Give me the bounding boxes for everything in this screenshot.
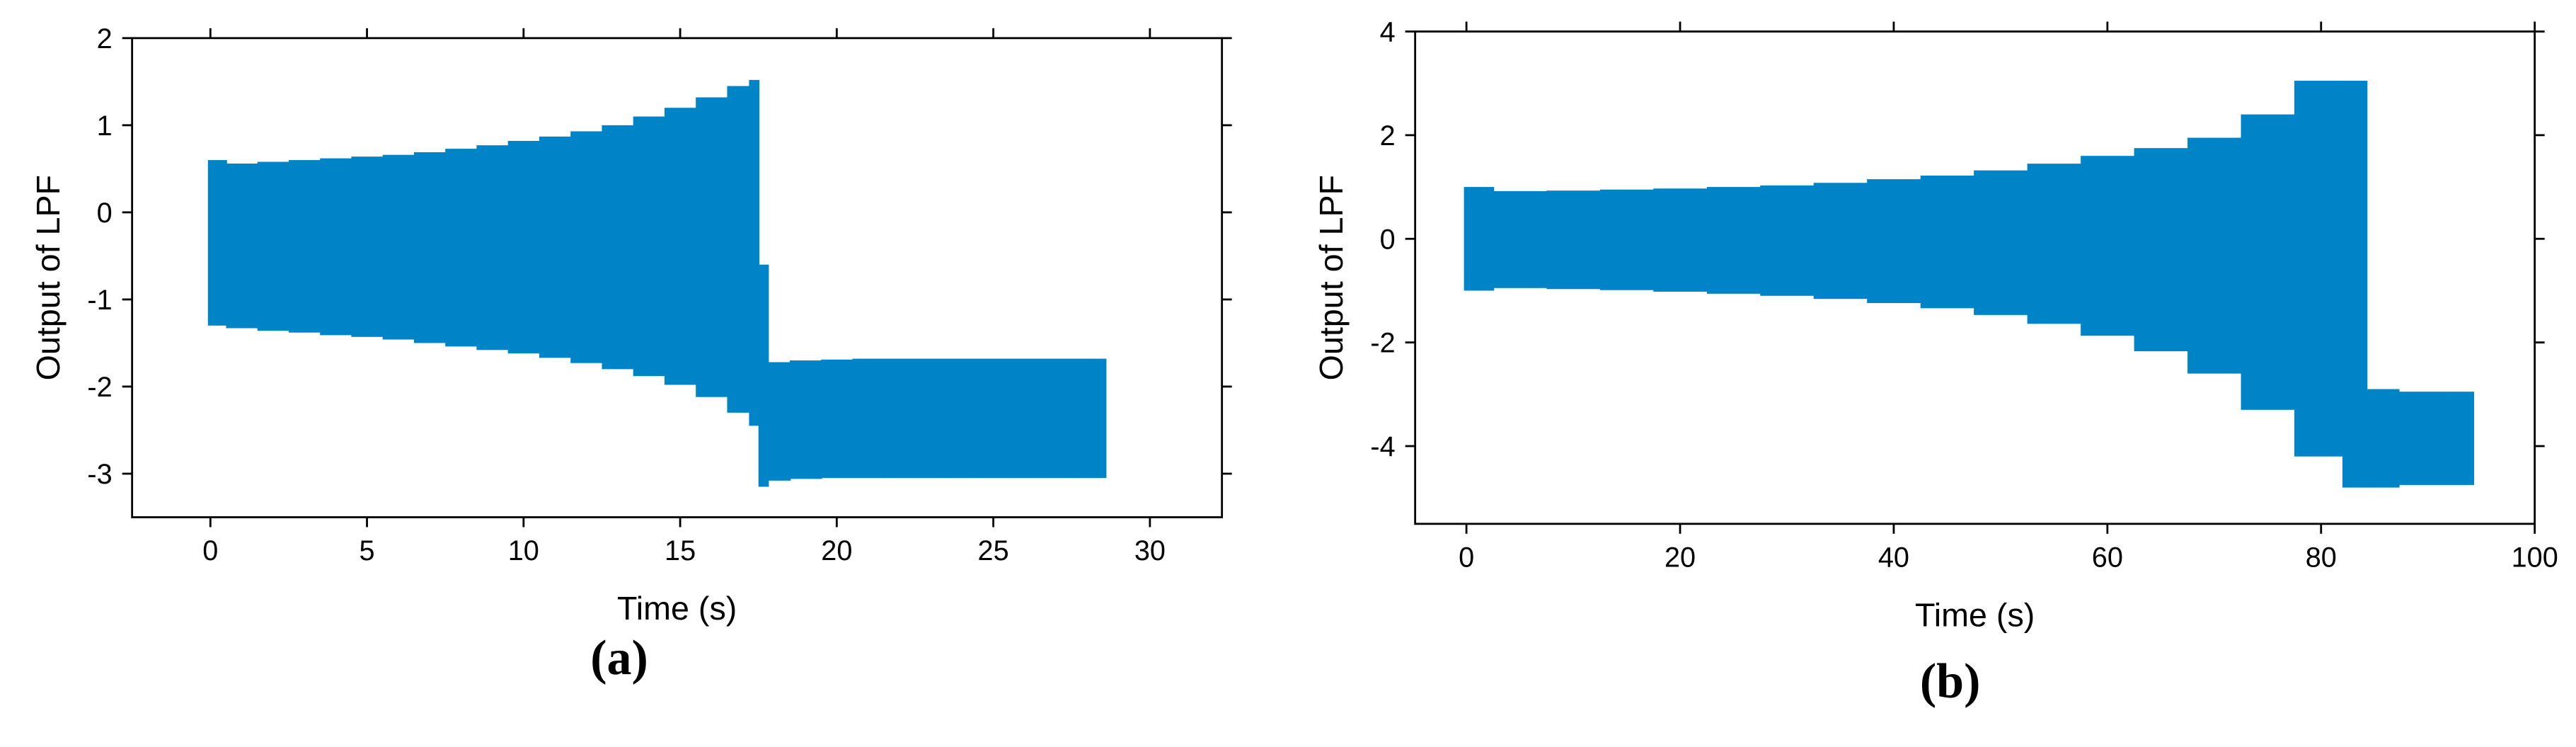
range-bar	[749, 79, 760, 426]
range-bar	[821, 359, 853, 479]
range-bar	[2187, 137, 2242, 374]
range-bar	[914, 358, 948, 479]
x-axis-label: Time (s)	[617, 590, 737, 627]
range-bar	[570, 131, 603, 363]
range-bar	[977, 358, 1011, 479]
y-tick-label: 2	[1380, 120, 1396, 152]
range-bar	[382, 154, 415, 340]
range-bar	[883, 358, 916, 479]
range-bar	[1813, 183, 1868, 300]
range-bar	[1008, 358, 1042, 479]
range-bar	[2342, 81, 2368, 488]
range-bar	[351, 156, 384, 337]
x-axis-label: Time (s)	[1915, 597, 2035, 634]
y-tick-label: 0	[97, 198, 113, 229]
x-tick-label: 0	[1459, 542, 1474, 574]
x-tick-label: 100	[2512, 542, 2558, 574]
range-bar	[2241, 114, 2296, 410]
range-bar	[1464, 187, 1495, 291]
x-tick-label: 5	[360, 535, 375, 566]
range-bar	[507, 141, 541, 354]
y-axis-label: Output of LPF	[1313, 175, 1350, 380]
range-bar	[2081, 156, 2135, 336]
x-tick-label: 60	[2092, 542, 2123, 574]
range-bar	[2398, 392, 2451, 485]
range-bar	[696, 97, 728, 397]
range-bar	[946, 358, 979, 479]
x-tick-label: 0	[202, 535, 218, 566]
range-bar	[2134, 148, 2189, 352]
range-bar	[1095, 358, 1107, 479]
range-bar	[633, 116, 666, 377]
range-bar	[2449, 392, 2474, 485]
range-bar	[539, 136, 572, 358]
range-bar	[1653, 188, 1708, 292]
range-bar	[1493, 190, 1548, 288]
x-tick-label: 20	[1664, 542, 1696, 574]
range-bar	[320, 158, 352, 336]
range-bar	[1760, 185, 1815, 296]
range-bar	[727, 86, 750, 413]
y-tick-label: -4	[1370, 431, 1395, 462]
range-bar	[1706, 187, 1761, 294]
range-bar	[789, 360, 822, 479]
x-tick-label: 15	[665, 535, 696, 566]
range-bar	[1599, 189, 1655, 290]
range-bar	[664, 108, 697, 385]
caption: (a)	[590, 631, 648, 685]
range-bar	[758, 264, 769, 487]
plot-frame	[131, 37, 1224, 518]
y-axis-label: Output of LPF	[30, 175, 67, 380]
range-bar	[602, 125, 635, 370]
range-bar	[1071, 358, 1096, 479]
plot-frame	[1414, 30, 2536, 525]
range-bar	[445, 149, 478, 347]
caption: (b)	[1920, 654, 1981, 709]
y-tick-label: 1	[97, 110, 113, 142]
range-bar	[413, 152, 447, 343]
range-bar	[476, 145, 510, 350]
y-tick-label: -3	[87, 459, 112, 490]
range-bar	[1974, 170, 2029, 315]
range-bar	[1040, 358, 1073, 479]
range-bar	[2366, 389, 2400, 488]
y-tick-label: -1	[87, 285, 112, 316]
range-bar	[257, 161, 290, 331]
range-bar	[1920, 175, 1975, 309]
x-tick-label: 25	[978, 535, 1009, 566]
range-bar	[2294, 81, 2344, 457]
x-tick-label: 10	[508, 535, 539, 566]
range-bar	[1546, 190, 1602, 290]
x-tick-label: 40	[1878, 542, 1909, 574]
y-tick-label: 2	[97, 23, 113, 55]
range-bar	[1867, 179, 1922, 304]
y-tick-label: -2	[87, 372, 112, 403]
x-tick-label: 20	[821, 535, 852, 566]
range-bar	[226, 163, 259, 329]
y-tick-label: 0	[1380, 224, 1396, 255]
range-bar	[288, 160, 321, 333]
y-tick-label: 4	[1380, 17, 1396, 48]
range-bar	[207, 160, 227, 326]
range-bar	[852, 358, 885, 479]
x-tick-label: 30	[1134, 535, 1166, 566]
x-tick-label: 80	[2306, 542, 2337, 574]
range-bar	[2027, 164, 2082, 324]
y-tick-label: -2	[1370, 328, 1395, 359]
range-bar	[768, 362, 791, 481]
